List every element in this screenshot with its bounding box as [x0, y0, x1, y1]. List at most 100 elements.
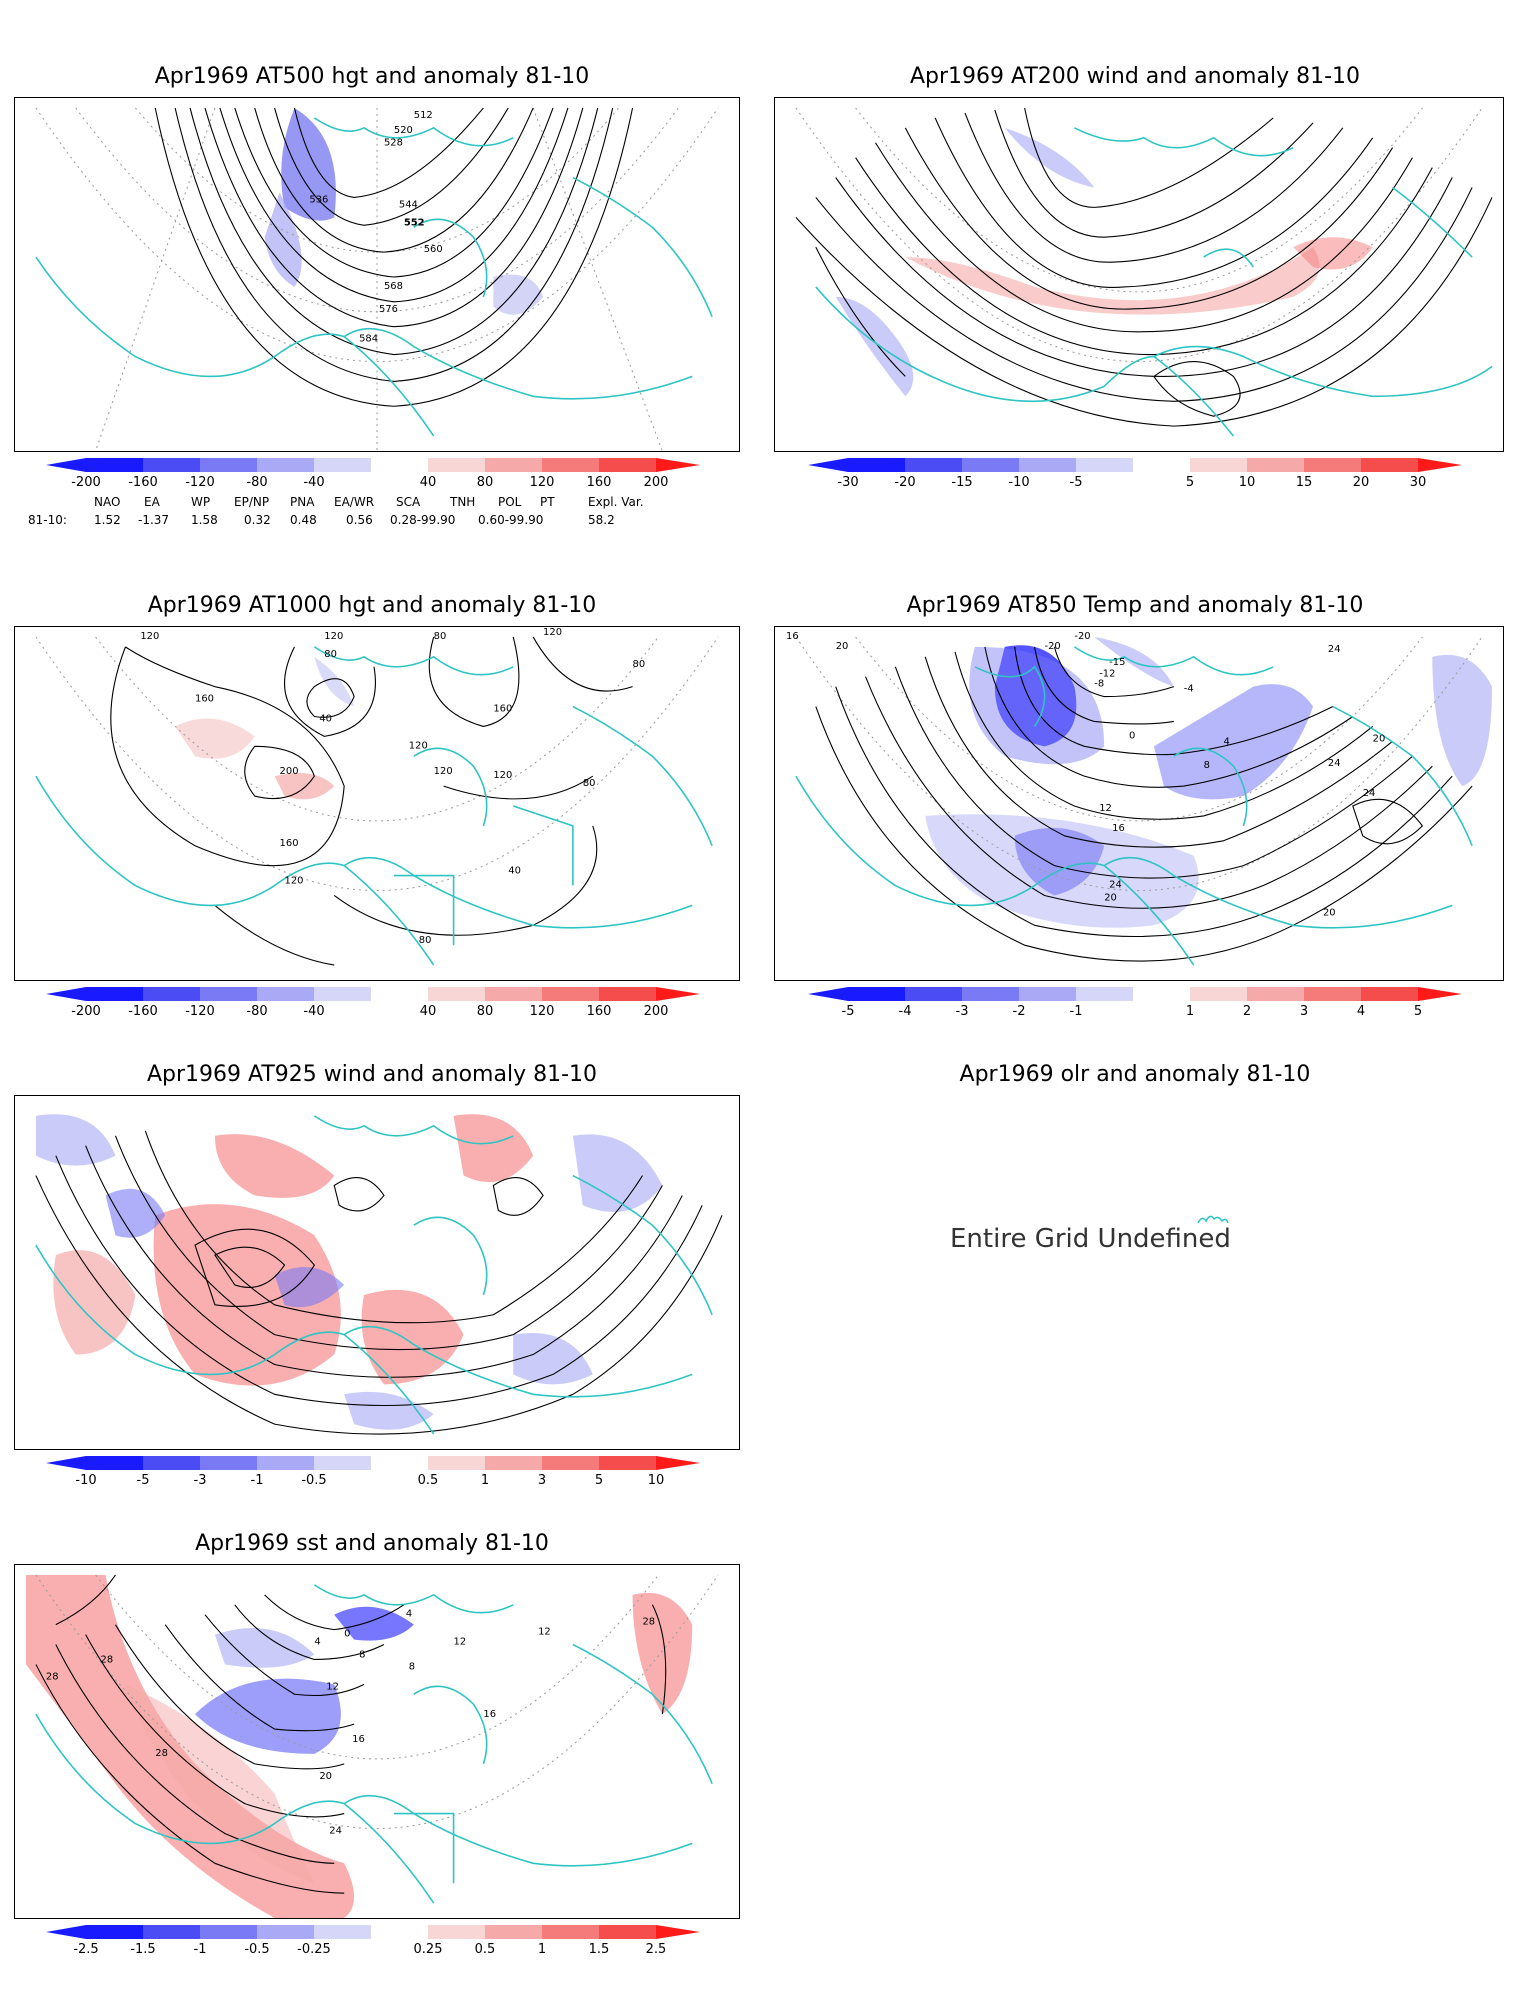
colorbar-tick: 40 [420, 475, 437, 490]
map-1000: 120 120 80 80 120 80 160 40 160 120 200 … [35, 627, 719, 966]
colorbar-tick: 15 [1296, 475, 1313, 490]
colorbar-tick: -30 [837, 475, 858, 490]
contour-label: 24 [1109, 880, 1122, 891]
contour-label: -20 [1045, 641, 1061, 652]
map-925 [35, 1114, 723, 1435]
colorbar-tick: 120 [530, 1004, 555, 1019]
contour-label: 20 [319, 1771, 332, 1782]
colorbar-tick: -40 [303, 475, 324, 490]
contour-label: 12 [454, 1637, 467, 1648]
index-value: 1.52 [94, 513, 121, 527]
colorbar-1000: -200 -160 -120 -80 -40 40 80 120 160 200 [46, 987, 700, 1019]
colorbar-tick: 5 [1414, 1004, 1422, 1019]
colorbar-tick: 160 [587, 1004, 612, 1019]
colorbar-tick: -120 [185, 1004, 215, 1019]
contour-label: 16 [786, 631, 799, 642]
map-panel-1000: 120 120 80 80 120 80 160 40 160 120 200 … [14, 626, 740, 981]
map-panel-850: 16 20 -20 -20 -15 -12 -8 -4 0 4 8 12 16 … [774, 626, 1504, 981]
contour-label: 0 [1129, 730, 1135, 741]
colorbar-tick: 0.5 [418, 1473, 439, 1488]
colorbar-tick: -120 [185, 475, 215, 490]
contour-label: 200 [280, 766, 299, 777]
colorbar-925: -10 -5 -3 -1 -0.5 0.5 1 3 5 10 [46, 1456, 700, 1488]
colorbar-tick: -3 [194, 1473, 207, 1488]
contour-label: 20 [1104, 892, 1117, 903]
index-value: 0.56 [346, 513, 373, 527]
panel-title-850: Apr1969 AT850 Temp and anomaly 81-10 [906, 593, 1364, 618]
colorbar-tick: 1 [538, 1942, 546, 1957]
contour-label: 80 [419, 935, 432, 946]
colorbar-tick: -200 [71, 475, 101, 490]
contour-label: 28 [101, 1654, 114, 1665]
contour-label: 120 [285, 876, 304, 887]
index-header: WP [191, 495, 211, 509]
colorbar-850: -5 -4 -3 -2 -1 1 2 3 4 5 [808, 987, 1462, 1019]
index-header: POL [498, 495, 522, 509]
colorbar-tick: -40 [303, 1004, 324, 1019]
contour-label: 160 [493, 704, 512, 715]
undefined-grid-message: Entire Grid Undefined [950, 1224, 1231, 1254]
colorbar-tick: -10 [75, 1473, 96, 1488]
index-value: 0.60-99.90 [478, 513, 544, 527]
colorbar-tick: -160 [128, 475, 158, 490]
colorbar-tick: 80 [477, 1004, 494, 1019]
teleconnection-table: NAO EA WP EP/NP PNA EA/WR SCA TNH POL PT… [28, 495, 728, 535]
colorbar-tick: -0.5 [244, 1942, 269, 1957]
contour-label: 584 [359, 334, 378, 345]
contour-label: 8 [1204, 760, 1210, 771]
contour-label: -4 [1184, 684, 1194, 695]
olr-squiggle-icon [1196, 1212, 1230, 1226]
contour-label: 576 [379, 304, 398, 315]
index-header: EP/NP [234, 495, 270, 509]
colorbar-tick: -15 [951, 475, 972, 490]
contour-label: 560 [424, 244, 443, 255]
contour-label: 120 [140, 631, 159, 642]
colorbar-tick: 20 [1353, 475, 1370, 490]
contour-label: 544 [399, 199, 418, 210]
contour-label: 528 [384, 138, 403, 149]
colorbar-tick: -1 [194, 1942, 207, 1957]
colorbar-tick: 1 [481, 1473, 489, 1488]
colorbar-tick: -1 [251, 1473, 264, 1488]
colorbar-tick: -0.5 [301, 1473, 326, 1488]
index-header: NAO [94, 495, 121, 509]
contour-label: 24 [1363, 788, 1376, 799]
colorbar-tick: -160 [128, 1004, 158, 1019]
contour-label: 536 [309, 194, 328, 205]
colorbar-tick: 2 [1243, 1004, 1251, 1019]
map-panel-925 [14, 1095, 740, 1450]
contour-label: 28 [46, 1671, 59, 1682]
colorbar-tick: 80 [477, 475, 494, 490]
contour-label: 40 [319, 713, 332, 724]
colorbar-tick: -4 [899, 1004, 912, 1019]
contour-label: 40 [508, 866, 521, 877]
contour-label: 512 [414, 110, 433, 121]
contour-label: 8 [409, 1661, 415, 1672]
colorbar-tick: 5 [595, 1473, 603, 1488]
colorbar-tick: 1 [1186, 1004, 1194, 1019]
colorbar-tick: -5 [1070, 475, 1083, 490]
contour-label: 20 [1373, 733, 1386, 744]
contour-label: 120 [493, 770, 512, 781]
panel-title-olr: Apr1969 olr and anomaly 81-10 [959, 1062, 1311, 1087]
map-500: 512 520 528 536 544 552 560 568 576 584 [35, 107, 719, 451]
colorbar-tick: -10 [1008, 475, 1029, 490]
contour-label: 120 [434, 766, 453, 777]
colorbar-tick: -5 [137, 1473, 150, 1488]
colorbar-tick: -20 [894, 475, 915, 490]
contour-label: 160 [280, 838, 299, 849]
colorbar-200: -30 -20 -15 -10 -5 5 10 15 20 30 [808, 458, 1462, 490]
contour-label: 120 [409, 740, 428, 751]
index-value: 0.28-99.90 [390, 513, 456, 527]
contour-label: 160 [195, 694, 214, 705]
index-header: PNA [290, 495, 315, 509]
contour-label: 568 [384, 281, 403, 292]
colorbar-500: -200 -160 -120 -80 -40 40 80 120 160 200 [46, 458, 700, 490]
colorbar-tick: 160 [587, 475, 612, 490]
contour-label: 120 [543, 627, 562, 638]
map-panel-200 [774, 97, 1504, 452]
colorbar-tick: 3 [538, 1473, 546, 1488]
contour-label: 20 [1323, 907, 1336, 918]
panel-title-500: Apr1969 AT500 hgt and anomaly 81-10 [154, 64, 590, 89]
contour-label: 24 [1328, 644, 1341, 655]
